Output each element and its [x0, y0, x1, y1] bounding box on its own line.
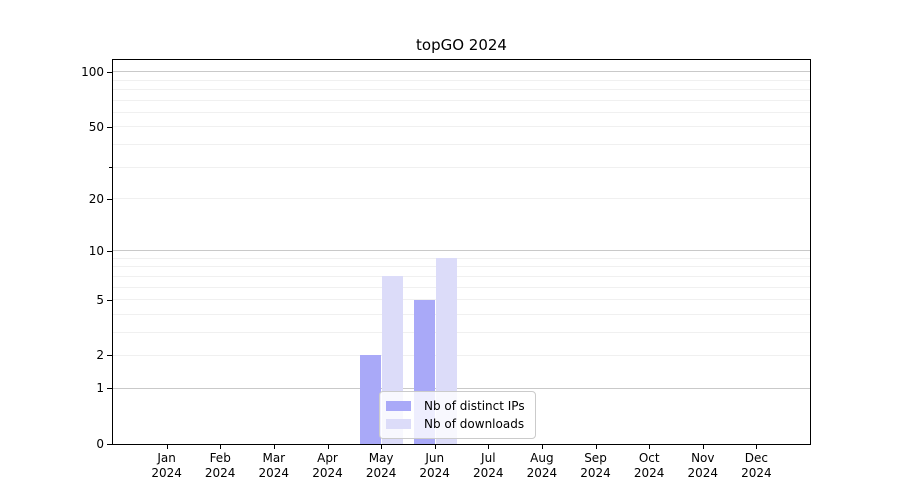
x-tick-label-year: 2024 [580, 466, 611, 480]
y-tick-label: 20 [88, 191, 104, 206]
y-minor-gridline [113, 287, 810, 288]
x-tick-label-month: Jun [425, 451, 445, 465]
y-tick [107, 299, 112, 301]
x-tick [273, 445, 275, 449]
x-tick-label-month: Jan [157, 451, 176, 465]
x-tick [702, 445, 704, 449]
y-minor-gridline [113, 314, 810, 315]
x-tick-label-year: 2024 [473, 466, 504, 480]
x-tick-label-year: 2024 [741, 466, 772, 480]
y-minor-gridline [113, 299, 810, 300]
y-tick [107, 250, 112, 252]
x-tick [541, 445, 543, 449]
y-major-gridline [113, 71, 810, 72]
x-tick-label-month: Apr [317, 451, 338, 465]
legend-label: Nb of downloads [424, 417, 525, 431]
x-tick-label-year: 2024 [633, 466, 665, 480]
x-tick-label: Dec 2024 [724, 451, 788, 481]
y-minor-gridline [113, 266, 810, 267]
y-tick [107, 71, 112, 73]
x-tick-label-month: May [368, 451, 394, 465]
y-tick-label: 100 [81, 64, 104, 79]
x-tick-label-year: 2024 [365, 466, 397, 480]
y-minor-gridline [113, 100, 810, 101]
y-minor-gridline [113, 112, 810, 113]
y-minor-gridline [113, 258, 810, 259]
x-tick [595, 445, 597, 449]
x-tick-label: Jan 2024 [135, 451, 199, 481]
x-tick-label: Feb 2024 [188, 451, 252, 481]
x-tick-label: Sep 2024 [564, 451, 628, 481]
y-minor-gridline [113, 276, 810, 277]
x-tick-label-month: Jul [481, 451, 496, 465]
x-tick-label: Oct 2024 [617, 451, 681, 481]
x-tick-label: Mar 2024 [242, 451, 306, 481]
x-tick [166, 445, 168, 449]
legend-label: Nb of distinct IPs [424, 399, 525, 413]
x-tick-label-month: Aug [530, 451, 554, 465]
x-tick-label: May 2024 [349, 451, 413, 481]
y-major-gridline [113, 250, 810, 251]
legend-swatch [386, 419, 411, 429]
y-minor-gridline [113, 167, 810, 168]
x-tick-label-year: 2024 [526, 466, 558, 480]
y-tick [107, 388, 112, 390]
y-minor-gridline [113, 198, 810, 199]
y-tick [107, 127, 112, 128]
legend-item: Nb of downloads [386, 415, 525, 433]
y-minor-tick [109, 167, 112, 169]
x-tick-label-month: Dec [744, 451, 768, 465]
y-minor-gridline [113, 355, 810, 356]
x-tick [756, 445, 758, 449]
y-tick [107, 198, 112, 200]
y-tick-label: 0 [96, 437, 104, 451]
legend: Nb of distinct IPs Nb of downloads [379, 391, 536, 439]
x-tick [381, 445, 383, 449]
y-minor-gridline [113, 80, 810, 81]
x-tick-label-year: 2024 [312, 466, 343, 480]
x-tick [220, 445, 222, 449]
y-minor-gridline [113, 144, 810, 145]
chart-title: topGO 2024 [416, 36, 507, 54]
y-tick [107, 355, 112, 357]
x-tick-label-year: 2024 [258, 466, 290, 480]
x-tick [434, 445, 436, 449]
y-tick [107, 444, 112, 445]
x-tick-label-month: Feb [209, 451, 231, 465]
x-tick-label: Jul 2024 [456, 451, 520, 481]
x-tick-label: Nov 2024 [671, 451, 735, 481]
y-tick-label: 5 [96, 292, 104, 307]
x-tick-label-year: 2024 [419, 466, 450, 480]
y-tick-label: 10 [88, 243, 104, 258]
y-tick-label: 50 [88, 120, 104, 134]
bar-distinct-ips [360, 355, 382, 444]
x-tick-label-year: 2024 [687, 466, 719, 480]
y-tick-label: 1 [96, 381, 104, 396]
x-tick [327, 445, 329, 449]
x-tick-label-month: Nov [691, 451, 715, 465]
x-tick-label-month: Sep [584, 451, 607, 465]
y-minor-gridline [113, 89, 810, 90]
legend-swatch [386, 401, 411, 411]
x-tick-label-year: 2024 [204, 466, 236, 480]
x-tick-label: Jun 2024 [403, 451, 467, 481]
x-tick [488, 445, 490, 449]
x-tick-label-month: Oct [638, 451, 660, 465]
x-tick-label: Aug 2024 [510, 451, 574, 481]
legend-item: Nb of distinct IPs [386, 397, 525, 415]
y-minor-gridline [113, 126, 810, 127]
y-minor-gridline [113, 332, 810, 333]
x-tick-label-month: Mar [262, 451, 286, 465]
x-tick [649, 445, 651, 449]
y-tick-label: 2 [96, 348, 104, 363]
x-tick-label-year: 2024 [151, 466, 182, 480]
plot-area [112, 59, 811, 445]
x-tick-label: Apr 2024 [296, 451, 360, 481]
y-major-gridline [113, 388, 810, 389]
